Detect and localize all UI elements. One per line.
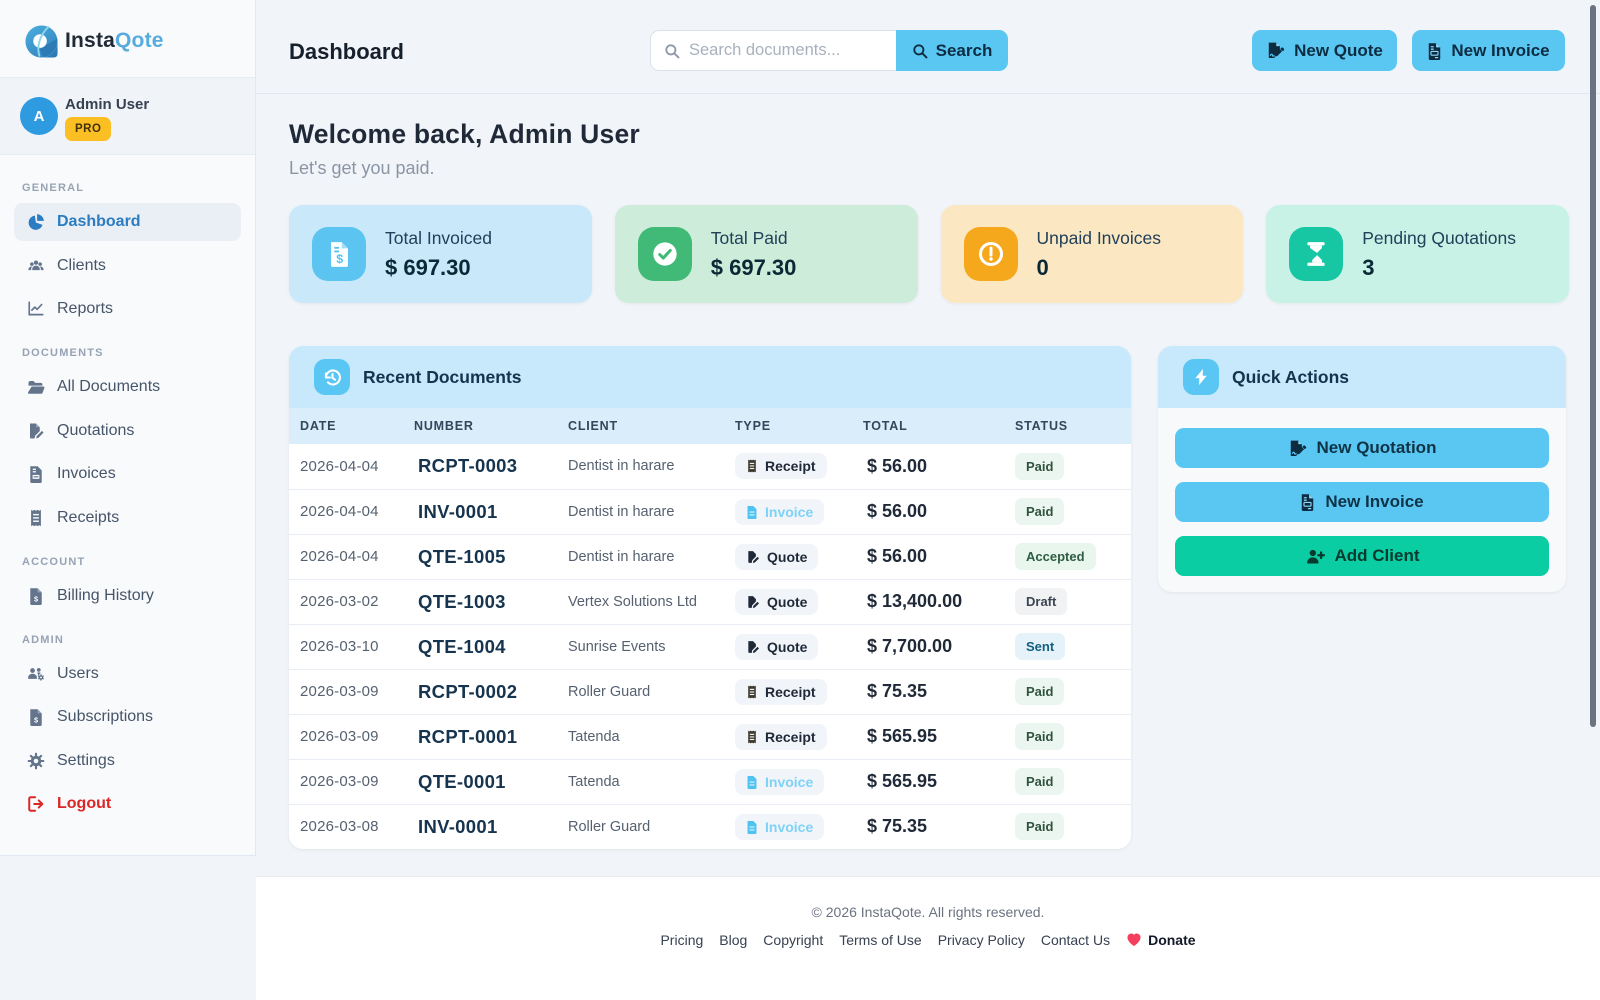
svg-text:$: $ xyxy=(336,252,343,266)
svg-text:$: $ xyxy=(34,594,38,603)
svg-text:$: $ xyxy=(34,715,38,724)
